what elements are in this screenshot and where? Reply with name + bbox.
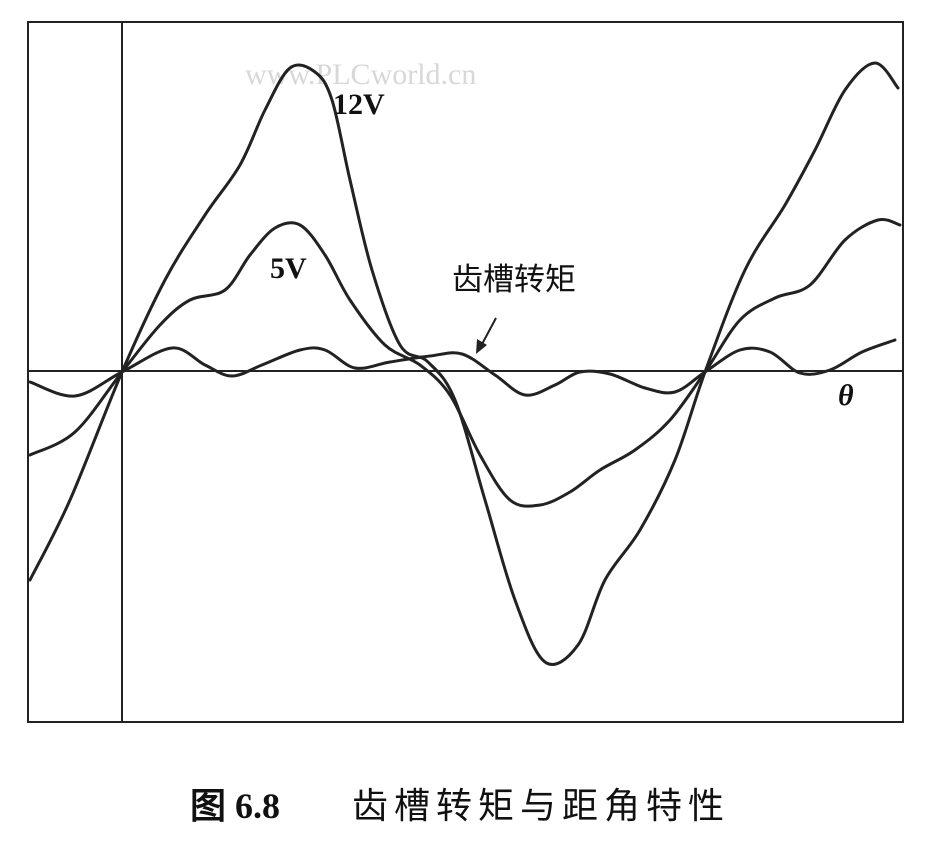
caption-text: 齿槽转矩与距角特性 [352, 786, 730, 826]
curve-5v [28, 217, 902, 508]
label-theta: θ [838, 379, 854, 412]
curves [28, 61, 902, 666]
curve-12v [28, 61, 900, 666]
label-cogging: 齿槽转矩 [452, 262, 576, 297]
watermark: www.PLCworld.cn [245, 58, 476, 91]
caption-number: 图 6.8 [190, 786, 280, 826]
arrow-head [476, 339, 487, 354]
arrow-line [480, 317, 497, 347]
curve-cogging [28, 338, 897, 398]
label-12v: 12V [333, 88, 385, 121]
label-5v: 5V [270, 252, 307, 285]
